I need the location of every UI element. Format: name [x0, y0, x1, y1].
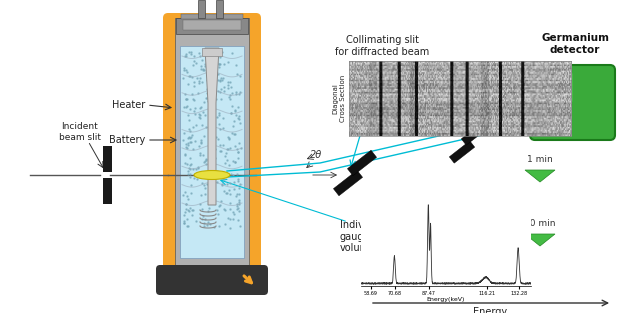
Text: Energy: Energy [473, 307, 507, 313]
Text: 1 min: 1 min [527, 155, 553, 164]
Polygon shape [347, 150, 377, 176]
Bar [181, 14, 243, 19]
Text: Germanium
detector: Germanium detector [541, 33, 609, 55]
Bar [176, 18, 248, 34]
Text: 90 min: 90 min [524, 219, 556, 228]
Text: Individual
gauge
volume: Individual gauge volume [340, 220, 387, 253]
Polygon shape [333, 170, 362, 196]
Polygon shape [205, 48, 219, 205]
Bar [183, 20, 241, 30]
Text: Collimating slit
for diffracted beam: Collimating slit for diffracted beam [335, 35, 429, 57]
Text: Incident
beam slit: Incident beam slit [59, 122, 101, 142]
Text: 2θ: 2θ [310, 150, 322, 160]
Bar [202, 48, 222, 56]
Polygon shape [525, 234, 555, 246]
Bar [175, 18, 249, 268]
Bar [216, 0, 223, 18]
Bar [103, 178, 112, 204]
Bar [103, 146, 112, 172]
Bar [198, 0, 205, 18]
Polygon shape [462, 123, 487, 145]
Bar [180, 46, 244, 258]
Polygon shape [449, 141, 475, 163]
Text: Battery: Battery [109, 135, 145, 145]
Y-axis label: Diagonal
Cross Section: Diagonal Cross Section [333, 75, 346, 122]
FancyBboxPatch shape [163, 13, 261, 273]
Text: Heater: Heater [112, 100, 145, 110]
Polygon shape [525, 170, 555, 182]
FancyBboxPatch shape [530, 65, 615, 140]
X-axis label: Energy(keV): Energy(keV) [426, 297, 465, 302]
Ellipse shape [194, 171, 230, 179]
Bar [503, 113, 538, 127]
FancyBboxPatch shape [156, 265, 268, 295]
FancyBboxPatch shape [537, 72, 573, 103]
